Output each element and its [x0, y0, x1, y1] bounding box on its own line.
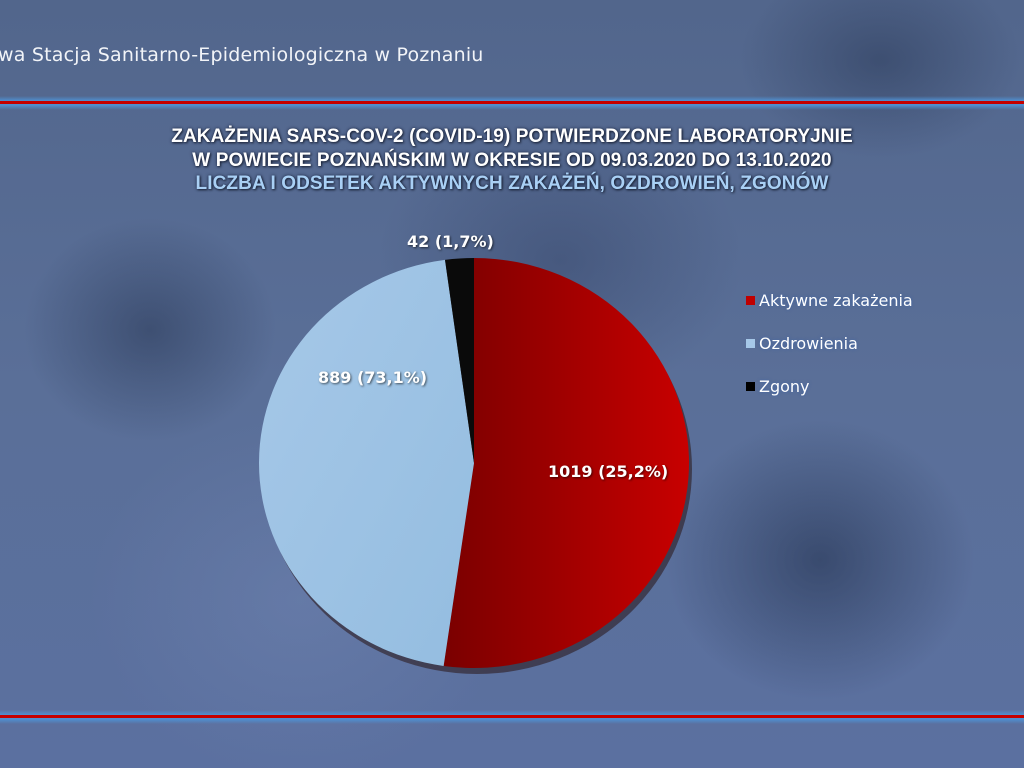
- legend-swatch-recovered: [746, 338, 755, 348]
- label-deaths: 42 (1,7%): [407, 232, 494, 251]
- top-divider: [0, 96, 1024, 110]
- label-active: 1019 (25,2%): [548, 462, 669, 481]
- chart-title-line1: ZAKAŻENIA SARS-COV-2 (COVID-19) POTWIERD…: [171, 126, 853, 147]
- legend-label: Ozdrowienia: [759, 333, 858, 353]
- legend-label: Aktywne zakażenia: [759, 290, 913, 310]
- slice-active: [443, 258, 690, 669]
- legend-swatch-active: [746, 295, 755, 305]
- label-recovered: 889 (73,1%): [318, 368, 428, 387]
- chart-title-line2: W POWIECIE POZNAŃSKIM W OKRESIE OD 09.03…: [192, 150, 832, 171]
- organization-name: wa Stacja Sanitarno-Epidemiologiczna w P…: [0, 44, 484, 66]
- slice-deaths: [444, 258, 474, 463]
- legend-item-recovered: Ozdrowienia: [746, 333, 913, 353]
- legend-item-active: Aktywne zakażenia: [746, 290, 913, 310]
- legend-label: Zgony: [759, 376, 810, 396]
- chart-legend: Aktywne zakażenia Ozdrowienia Zgony: [746, 290, 913, 419]
- pie-slices: [259, 258, 692, 674]
- slice-recovered: [259, 259, 474, 666]
- chart-subtitle: LICZBA I ODSETEK AKTYWNYCH ZAKAŻEŃ, OZDR…: [195, 173, 829, 194]
- legend-swatch-deaths: [746, 381, 755, 391]
- bottom-divider: [0, 710, 1024, 724]
- legend-item-deaths: Zgony: [746, 376, 913, 396]
